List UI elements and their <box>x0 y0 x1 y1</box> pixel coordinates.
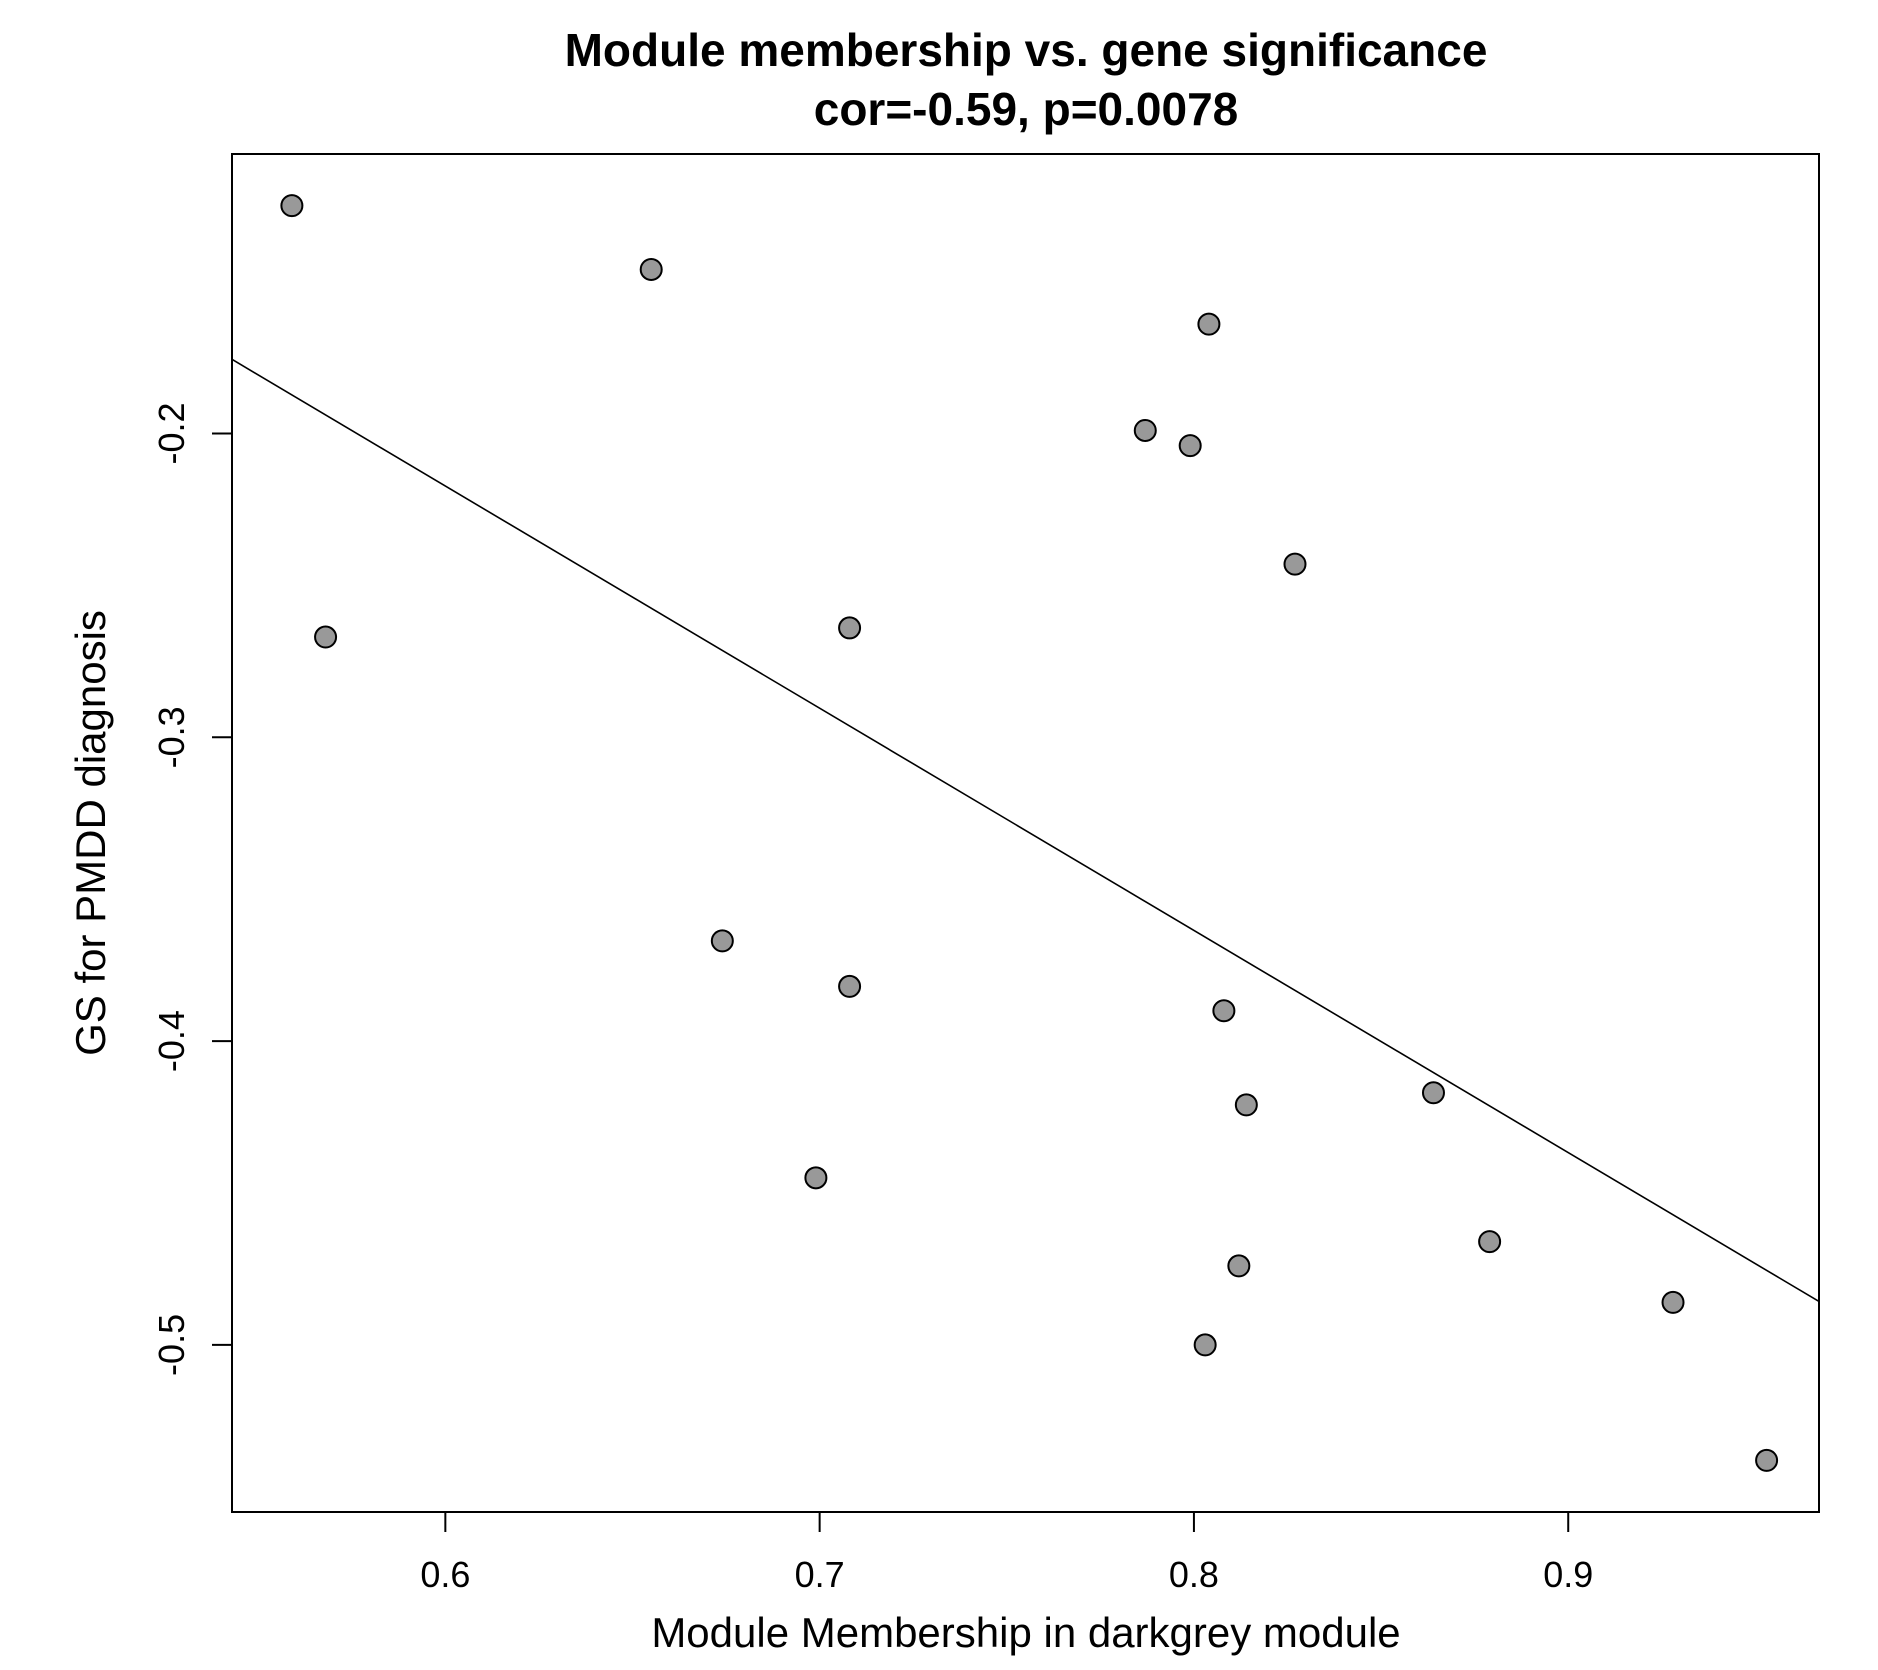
y-tick-label: -0.4 <box>151 1010 192 1072</box>
x-tick-label: 0.8 <box>1169 1554 1219 1595</box>
chart-title: Module membership vs. gene significance <box>565 24 1488 76</box>
data-point <box>1133 418 1157 442</box>
data-point <box>838 974 862 998</box>
points-group <box>280 194 1779 1472</box>
y-axis: -0.5 -0.4 -0.3 -0.2 <box>151 402 232 1376</box>
x-tick-label: 0.9 <box>1543 1554 1593 1595</box>
chart-subtitle: cor=-0.59, p=0.0078 <box>814 83 1239 135</box>
y-tick-label: -0.5 <box>151 1314 192 1376</box>
plot-frame <box>231 153 1820 1513</box>
data-point <box>1227 1254 1251 1278</box>
data-point <box>1421 1081 1445 1105</box>
data-point <box>1178 434 1202 458</box>
data-point <box>1283 552 1307 576</box>
regression-line-group <box>231 358 1820 1303</box>
data-point <box>1234 1093 1258 1117</box>
data-point <box>1197 312 1221 336</box>
y-tick-label: -0.2 <box>151 402 192 464</box>
data-point <box>804 1166 828 1190</box>
data-point <box>710 929 734 953</box>
x-tick-label: 0.7 <box>795 1554 845 1595</box>
data-point <box>280 194 304 218</box>
data-point <box>1661 1290 1685 1314</box>
y-axis-label: GS for PMDD diagnosis <box>67 610 114 1056</box>
x-axis: 0.6 0.7 0.8 0.9 <box>420 1512 1593 1595</box>
data-point <box>838 616 862 640</box>
data-point <box>639 257 663 281</box>
regression-line <box>231 358 1820 1303</box>
x-axis-label: Module Membership in darkgrey module <box>651 1609 1400 1656</box>
data-point <box>1193 1333 1217 1357</box>
x-tick-label: 0.6 <box>420 1554 470 1595</box>
data-point <box>314 625 338 649</box>
data-point <box>1755 1448 1779 1472</box>
data-point <box>1212 999 1236 1023</box>
data-point <box>1478 1230 1502 1254</box>
y-tick-label: -0.3 <box>151 706 192 768</box>
